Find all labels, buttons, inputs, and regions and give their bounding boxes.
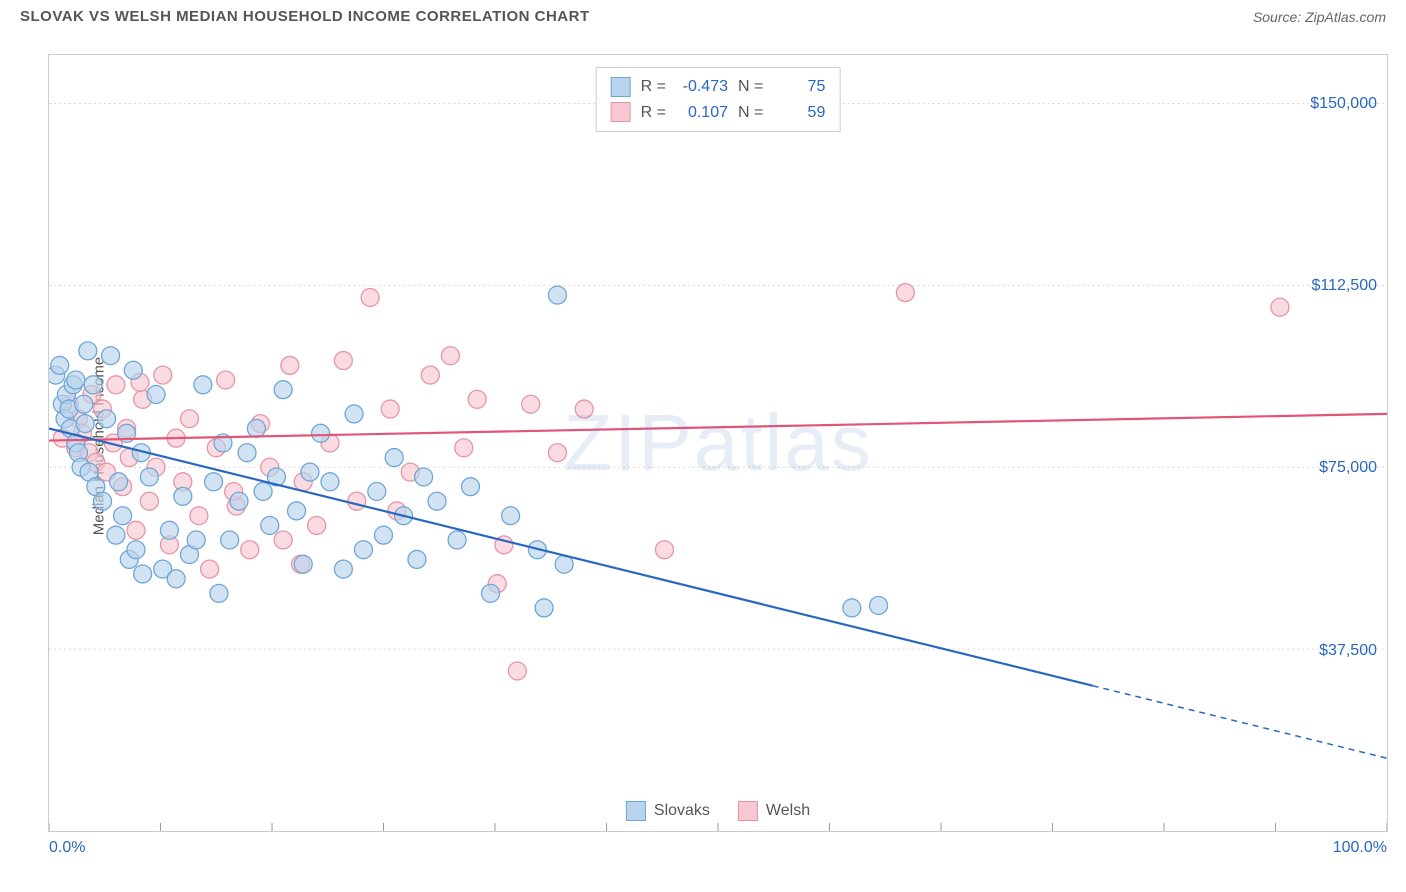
- x-max-label: 100.0%: [1333, 839, 1387, 857]
- y-tick-label: $37,500: [1319, 642, 1377, 660]
- swatch-slovaks: [611, 77, 631, 97]
- legend-row-welsh: R = 0.107 N = 59: [611, 100, 826, 126]
- legend-item-welsh: Welsh: [738, 801, 810, 821]
- series-name-welsh: Welsh: [766, 802, 810, 820]
- n-label: N =: [738, 74, 763, 100]
- legend-series: Slovaks Welsh: [626, 801, 810, 821]
- n-value-welsh: 59: [773, 100, 825, 126]
- n-value-slovaks: 75: [773, 74, 825, 100]
- r-label: R =: [641, 74, 666, 100]
- series-name-slovaks: Slovaks: [654, 802, 710, 820]
- r-value-welsh: 0.107: [676, 100, 728, 126]
- swatch-slovaks: [626, 801, 646, 821]
- r-label: R =: [641, 100, 666, 126]
- y-tick-label: $150,000: [1310, 95, 1377, 113]
- swatch-welsh: [611, 102, 631, 122]
- legend-item-slovaks: Slovaks: [626, 801, 710, 821]
- chart-title: SLOVAK VS WELSH MEDIAN HOUSEHOLD INCOME …: [20, 8, 590, 25]
- y-tick-label: $112,500: [1311, 277, 1377, 295]
- legend-row-slovaks: R = -0.473 N = 75: [611, 74, 826, 100]
- y-tick-label: $75,000: [1319, 459, 1377, 477]
- plot-svg: [49, 55, 1387, 831]
- n-label: N =: [738, 100, 763, 126]
- r-value-slovaks: -0.473: [676, 74, 728, 100]
- swatch-welsh: [738, 801, 758, 821]
- x-min-label: 0.0%: [49, 839, 85, 857]
- legend-correlation: R = -0.473 N = 75 R = 0.107 N = 59: [596, 67, 841, 132]
- source-label: Source: ZipAtlas.com: [1253, 9, 1386, 25]
- chart-container: ZIPatlas R = -0.473 N = 75 R = 0.107 N =…: [48, 54, 1388, 832]
